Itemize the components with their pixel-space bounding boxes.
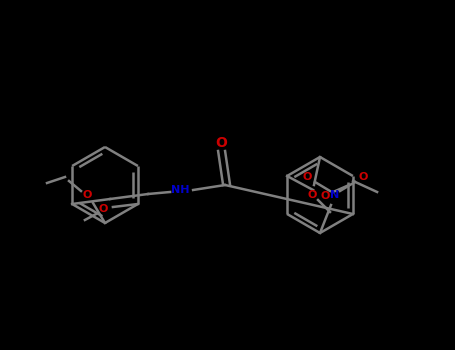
Text: O: O: [302, 172, 312, 182]
Text: O: O: [82, 190, 92, 200]
Text: NH: NH: [171, 185, 189, 195]
Text: O: O: [359, 172, 368, 182]
Text: N: N: [330, 190, 339, 200]
Text: O: O: [320, 191, 330, 201]
Text: O: O: [307, 190, 317, 200]
Text: O: O: [98, 204, 107, 214]
Text: O: O: [215, 136, 227, 150]
